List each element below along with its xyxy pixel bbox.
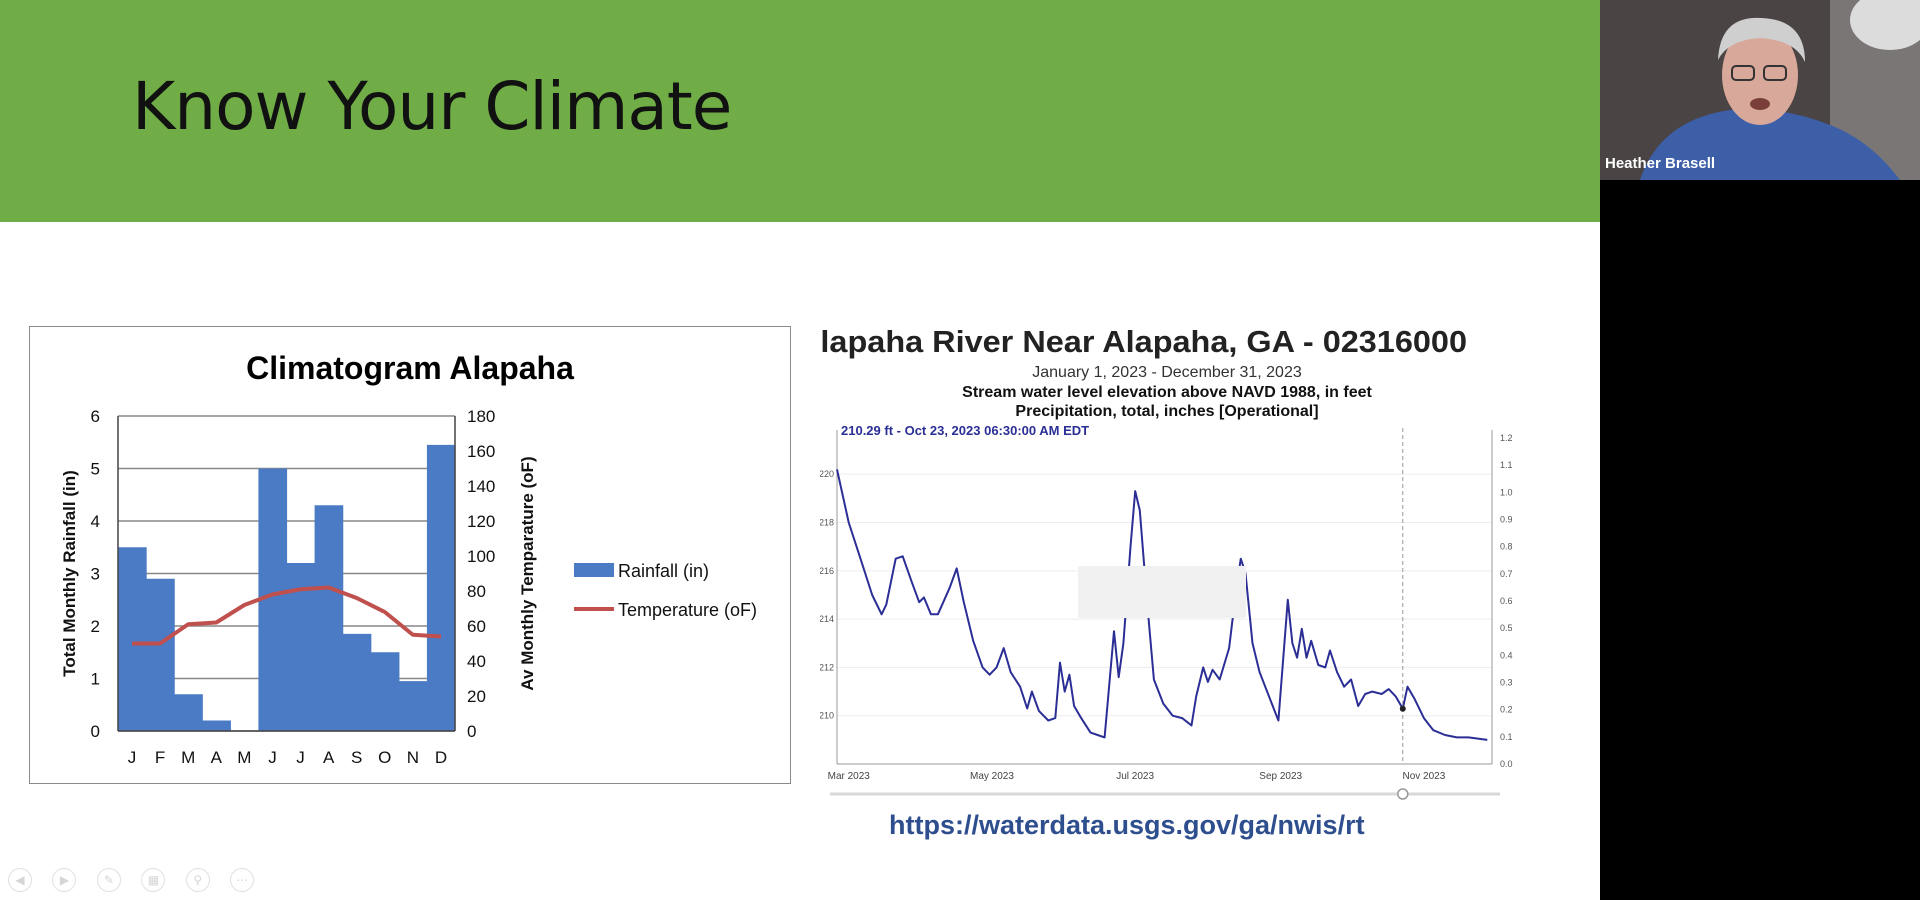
y-tick-label: 4 xyxy=(91,512,100,531)
temperature-line xyxy=(132,585,442,646)
participant-video: Heather Brasell xyxy=(1600,0,1920,180)
hydrograph-readout: 210.29 ft - Oct 23, 2023 06:30:00 AM EDT xyxy=(841,423,1089,438)
hydro-range-slider-handle xyxy=(1397,788,1409,800)
hydro-x-tick-label: Mar 2023 xyxy=(828,771,871,782)
y2-tick-label: 0 xyxy=(467,722,476,741)
hydro-y2-tick-label: 1.2 xyxy=(1500,433,1513,443)
rainfall-bar xyxy=(398,681,428,731)
x-tick-label: N xyxy=(407,748,419,767)
y-tick-label: 6 xyxy=(91,407,100,426)
participant-name: Heather Brasell xyxy=(1605,155,1716,172)
y2-tick-label: 160 xyxy=(467,442,495,461)
y2-tick-label: 140 xyxy=(467,477,495,496)
hydro-x-tick-label: Sep 2023 xyxy=(1259,771,1302,782)
hydro-y2-tick-label: 0.5 xyxy=(1500,623,1513,633)
x-tick-label: J xyxy=(128,748,136,767)
slides-grid-icon[interactable]: ▦ xyxy=(141,868,166,892)
y-tick-label: 1 xyxy=(91,670,100,689)
hydro-y-tick-label: 216 xyxy=(820,566,834,576)
rainfall-bar xyxy=(370,652,400,731)
y2-tick-label: 80 xyxy=(467,582,486,601)
hydro-x-tick-label: Nov 2023 xyxy=(1403,771,1446,782)
y-axis-title: Total Monthly Rainfall (in) xyxy=(60,470,79,677)
rainfall-bar xyxy=(174,694,203,731)
x-tick-label: M xyxy=(237,748,251,767)
x-tick-label: S xyxy=(351,748,362,767)
y-tick-label: 5 xyxy=(91,460,100,479)
more-icon[interactable]: ⋯ xyxy=(230,868,255,892)
x-tick-label: A xyxy=(211,748,223,767)
hydro-y-tick-label: 214 xyxy=(820,614,834,624)
hydro-y2-tick-label: 0.4 xyxy=(1500,650,1513,660)
hydro-y-tick-label: 218 xyxy=(820,518,834,528)
zoom-icon[interactable]: ⚲ xyxy=(185,868,210,892)
participant-avatar xyxy=(1600,0,1920,180)
hydro-y2-tick-label: 0.2 xyxy=(1500,705,1513,715)
hydro-y2-tick-label: 0.9 xyxy=(1500,515,1513,525)
climatogram-svg: Climatogram Alapaha012345602040608010012… xyxy=(60,350,757,767)
presentation-toolbar: ◀ ▶ ✎ ▦ ⚲ ⋯ xyxy=(8,868,270,892)
y2-tick-label: 20 xyxy=(467,687,486,706)
legend-rainfall-swatch xyxy=(574,563,614,577)
forward-icon[interactable]: ▶ xyxy=(52,868,77,892)
climatogram-chart: Climatogram Alapaha 0 1 2 3 4 5 6 0 20 40 60 80 100 12… xyxy=(29,326,791,784)
rainfall-bar xyxy=(118,547,147,731)
x-tick-label: O xyxy=(378,748,391,767)
hydro-marker-point xyxy=(1399,705,1406,712)
x-tick-label: A xyxy=(323,748,335,767)
back-icon[interactable]: ◀ xyxy=(8,868,32,892)
x-tick-label: M xyxy=(181,748,195,767)
stream-level-line xyxy=(836,469,1488,741)
usgs-watermark-logo xyxy=(1078,566,1246,618)
hydro-y-tick-label: 212 xyxy=(820,662,834,672)
rainfall-bar xyxy=(202,720,231,731)
hydro-y2-tick-label: 0.8 xyxy=(1500,542,1513,552)
hydro-y-tick-label: 210 xyxy=(820,711,834,721)
x-tick-label: D xyxy=(435,748,447,767)
hydro-x-tick-label: May 2023 xyxy=(970,771,1014,782)
y2-tick-label: 40 xyxy=(467,652,486,671)
slide-title: Know Your Climate xyxy=(132,68,732,145)
title-banner: Know Your Climate xyxy=(0,0,1600,222)
rainfall-bar xyxy=(426,444,456,731)
rainfall-bar xyxy=(342,633,372,731)
y-tick-label: 0 xyxy=(91,722,100,741)
hydro-y2-tick-label: 0.3 xyxy=(1500,678,1513,688)
y2-tick-label: 60 xyxy=(467,617,486,636)
hydrograph-svg: Alapaha River Near Alapaha, GA - 0231600… xyxy=(820,324,1513,800)
usgs-link[interactable]: https://waterdata.usgs.gov/ga/nwis/rt xyxy=(889,810,1365,840)
rainfall-bar xyxy=(314,505,344,731)
x-tick-label: F xyxy=(155,748,165,767)
y-tick-label: 3 xyxy=(91,565,100,584)
hydro-y2-tick-label: 0.7 xyxy=(1500,569,1513,579)
hydro-y-tick-label: 220 xyxy=(820,469,834,479)
hydro-y2-tick-label: 1.0 xyxy=(1500,487,1513,497)
hydrograph-title: Alapaha River Near Alapaha, GA - 0231600… xyxy=(820,324,1467,359)
slide: Know Your Climate Climatogram Alapaha 0 1 2… xyxy=(0,0,1600,900)
x-tick-label: J xyxy=(268,748,277,767)
hydro-y2-tick-label: 0.0 xyxy=(1500,759,1513,769)
hydro-y2-tick-label: 0.6 xyxy=(1500,596,1513,606)
pen-icon[interactable]: ✎ xyxy=(96,868,121,892)
legend-temperature-label: Temperature (oF) xyxy=(618,600,757,620)
y2-tick-label: 120 xyxy=(467,512,495,531)
hydrograph-subtitle-2: Stream water level elevation above NAVD … xyxy=(962,384,1372,401)
y2-tick-label: 100 xyxy=(467,547,495,566)
climatogram-title: Climatogram Alapaha xyxy=(246,350,574,386)
hydrograph-subtitle: January 1, 2023 - December 31, 2023 xyxy=(1032,364,1302,381)
hydro-y2-tick-label: 0.1 xyxy=(1500,732,1513,742)
hydro-x-tick-label: Jul 2023 xyxy=(1116,771,1154,782)
x-tick-label: J xyxy=(296,748,305,767)
hydrograph-chart: Alapaha River Near Alapaha, GA - 0231600… xyxy=(820,318,1520,808)
hydrograph-subtitle-3: Precipitation, total, inches [Operationa… xyxy=(1015,403,1318,420)
y2-axis-title: Av Monthly Temparature (oF) xyxy=(518,456,537,690)
y-tick-label: 2 xyxy=(91,617,100,636)
y2-tick-label: 180 xyxy=(467,407,495,426)
rainfall-bar xyxy=(146,578,175,731)
legend-rainfall-label: Rainfall (in) xyxy=(618,561,709,581)
hydro-y2-tick-label: 1.1 xyxy=(1500,460,1513,470)
